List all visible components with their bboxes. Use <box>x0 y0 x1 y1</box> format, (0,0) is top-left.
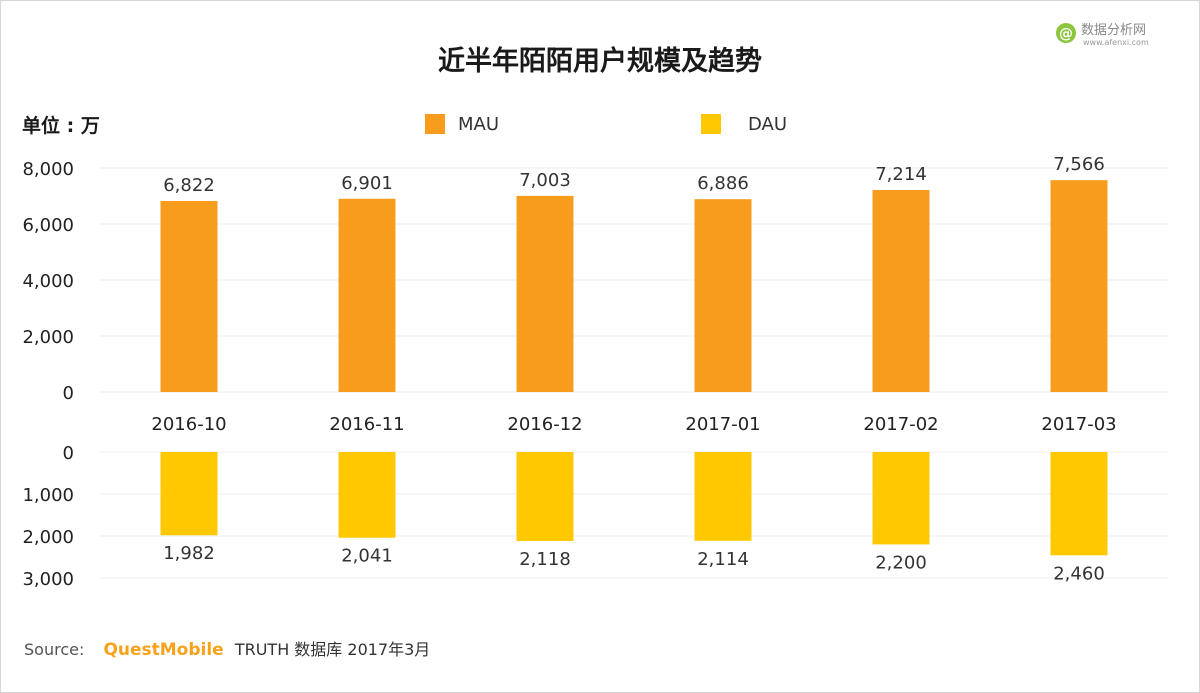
dau-value-label: 2,200 <box>875 552 927 573</box>
mau-bar <box>694 199 752 392</box>
mau-tick-label: 0 <box>63 383 74 404</box>
dau-tick-label: 2,000 <box>22 527 74 548</box>
at-sign-icon <box>1056 23 1076 43</box>
mau-tick-label: 4,000 <box>22 271 74 292</box>
dau-tick-label: 1,000 <box>22 485 74 506</box>
mau-bar <box>872 190 930 392</box>
watermark-text: 数据分析网 <box>1081 23 1146 38</box>
unit-label: 单位 : 万 <box>22 114 100 137</box>
watermark-sub: www.afenxi.com <box>1083 38 1149 47</box>
svg-text:@: @ <box>1059 26 1073 42</box>
mau-value-label: 7,566 <box>1053 154 1105 175</box>
dau-value-label: 2,118 <box>519 549 571 570</box>
mau-bar <box>1050 180 1108 392</box>
mau-tick-label: 2,000 <box>22 327 74 348</box>
dau-bar <box>1050 452 1108 556</box>
mau-bar <box>338 198 396 392</box>
category-label: 2016-11 <box>329 414 404 435</box>
legend: MAU DAU <box>425 114 787 135</box>
category-label: 2017-02 <box>863 414 938 435</box>
legend-label-mau: MAU <box>458 114 499 135</box>
dau-bar <box>694 452 752 541</box>
dau-tick-label: 0 <box>63 443 74 464</box>
dau-value-label: 1,982 <box>163 543 215 564</box>
mau-tick-label: 6,000 <box>22 215 74 236</box>
legend-label-dau: DAU <box>748 114 787 135</box>
plot-area: 0 2,000 4,000 6,000 8,000 0 1,000 2,000 3,000 6,8… <box>22 154 1168 590</box>
source-line: Source: QuestMobile TRUTH 数据库 2017年3月 <box>24 640 430 660</box>
dau-bar <box>160 452 218 536</box>
legend-swatch-mau <box>425 114 445 134</box>
source-rest: TRUTH 数据库 2017年3月 <box>234 640 430 659</box>
mau-value-label: 6,822 <box>163 175 215 196</box>
dau-value-label: 2,041 <box>341 546 393 567</box>
watermark: @ 数据分析网 www.afenxi.com <box>1056 23 1149 47</box>
category-label: 2017-01 <box>685 414 760 435</box>
chart-title: 近半年陌陌用户规模及趋势 <box>438 45 762 77</box>
dau-value-label: 2,114 <box>697 549 749 570</box>
legend-swatch-dau <box>701 114 721 134</box>
source-brand: QuestMobile <box>103 640 223 660</box>
dau-bar <box>516 452 574 541</box>
dau-tick-label: 3,000 <box>22 569 74 590</box>
dau-value-label: 2,460 <box>1053 563 1105 584</box>
category-label: 2016-10 <box>151 414 226 435</box>
mau-bar <box>160 200 218 392</box>
category-label: 2016-12 <box>507 414 582 435</box>
source-label: Source: <box>24 640 84 659</box>
mau-value-label: 7,003 <box>519 170 571 191</box>
mau-value-label: 6,901 <box>341 173 393 194</box>
dau-bar <box>872 452 930 545</box>
mau-tick-label: 8,000 <box>22 159 74 180</box>
category-label: 2017-03 <box>1041 414 1116 435</box>
dau-bar <box>338 452 396 538</box>
mau-value-label: 7,214 <box>875 164 927 185</box>
mau-value-label: 6,886 <box>697 173 749 194</box>
mau-bar <box>516 195 574 392</box>
